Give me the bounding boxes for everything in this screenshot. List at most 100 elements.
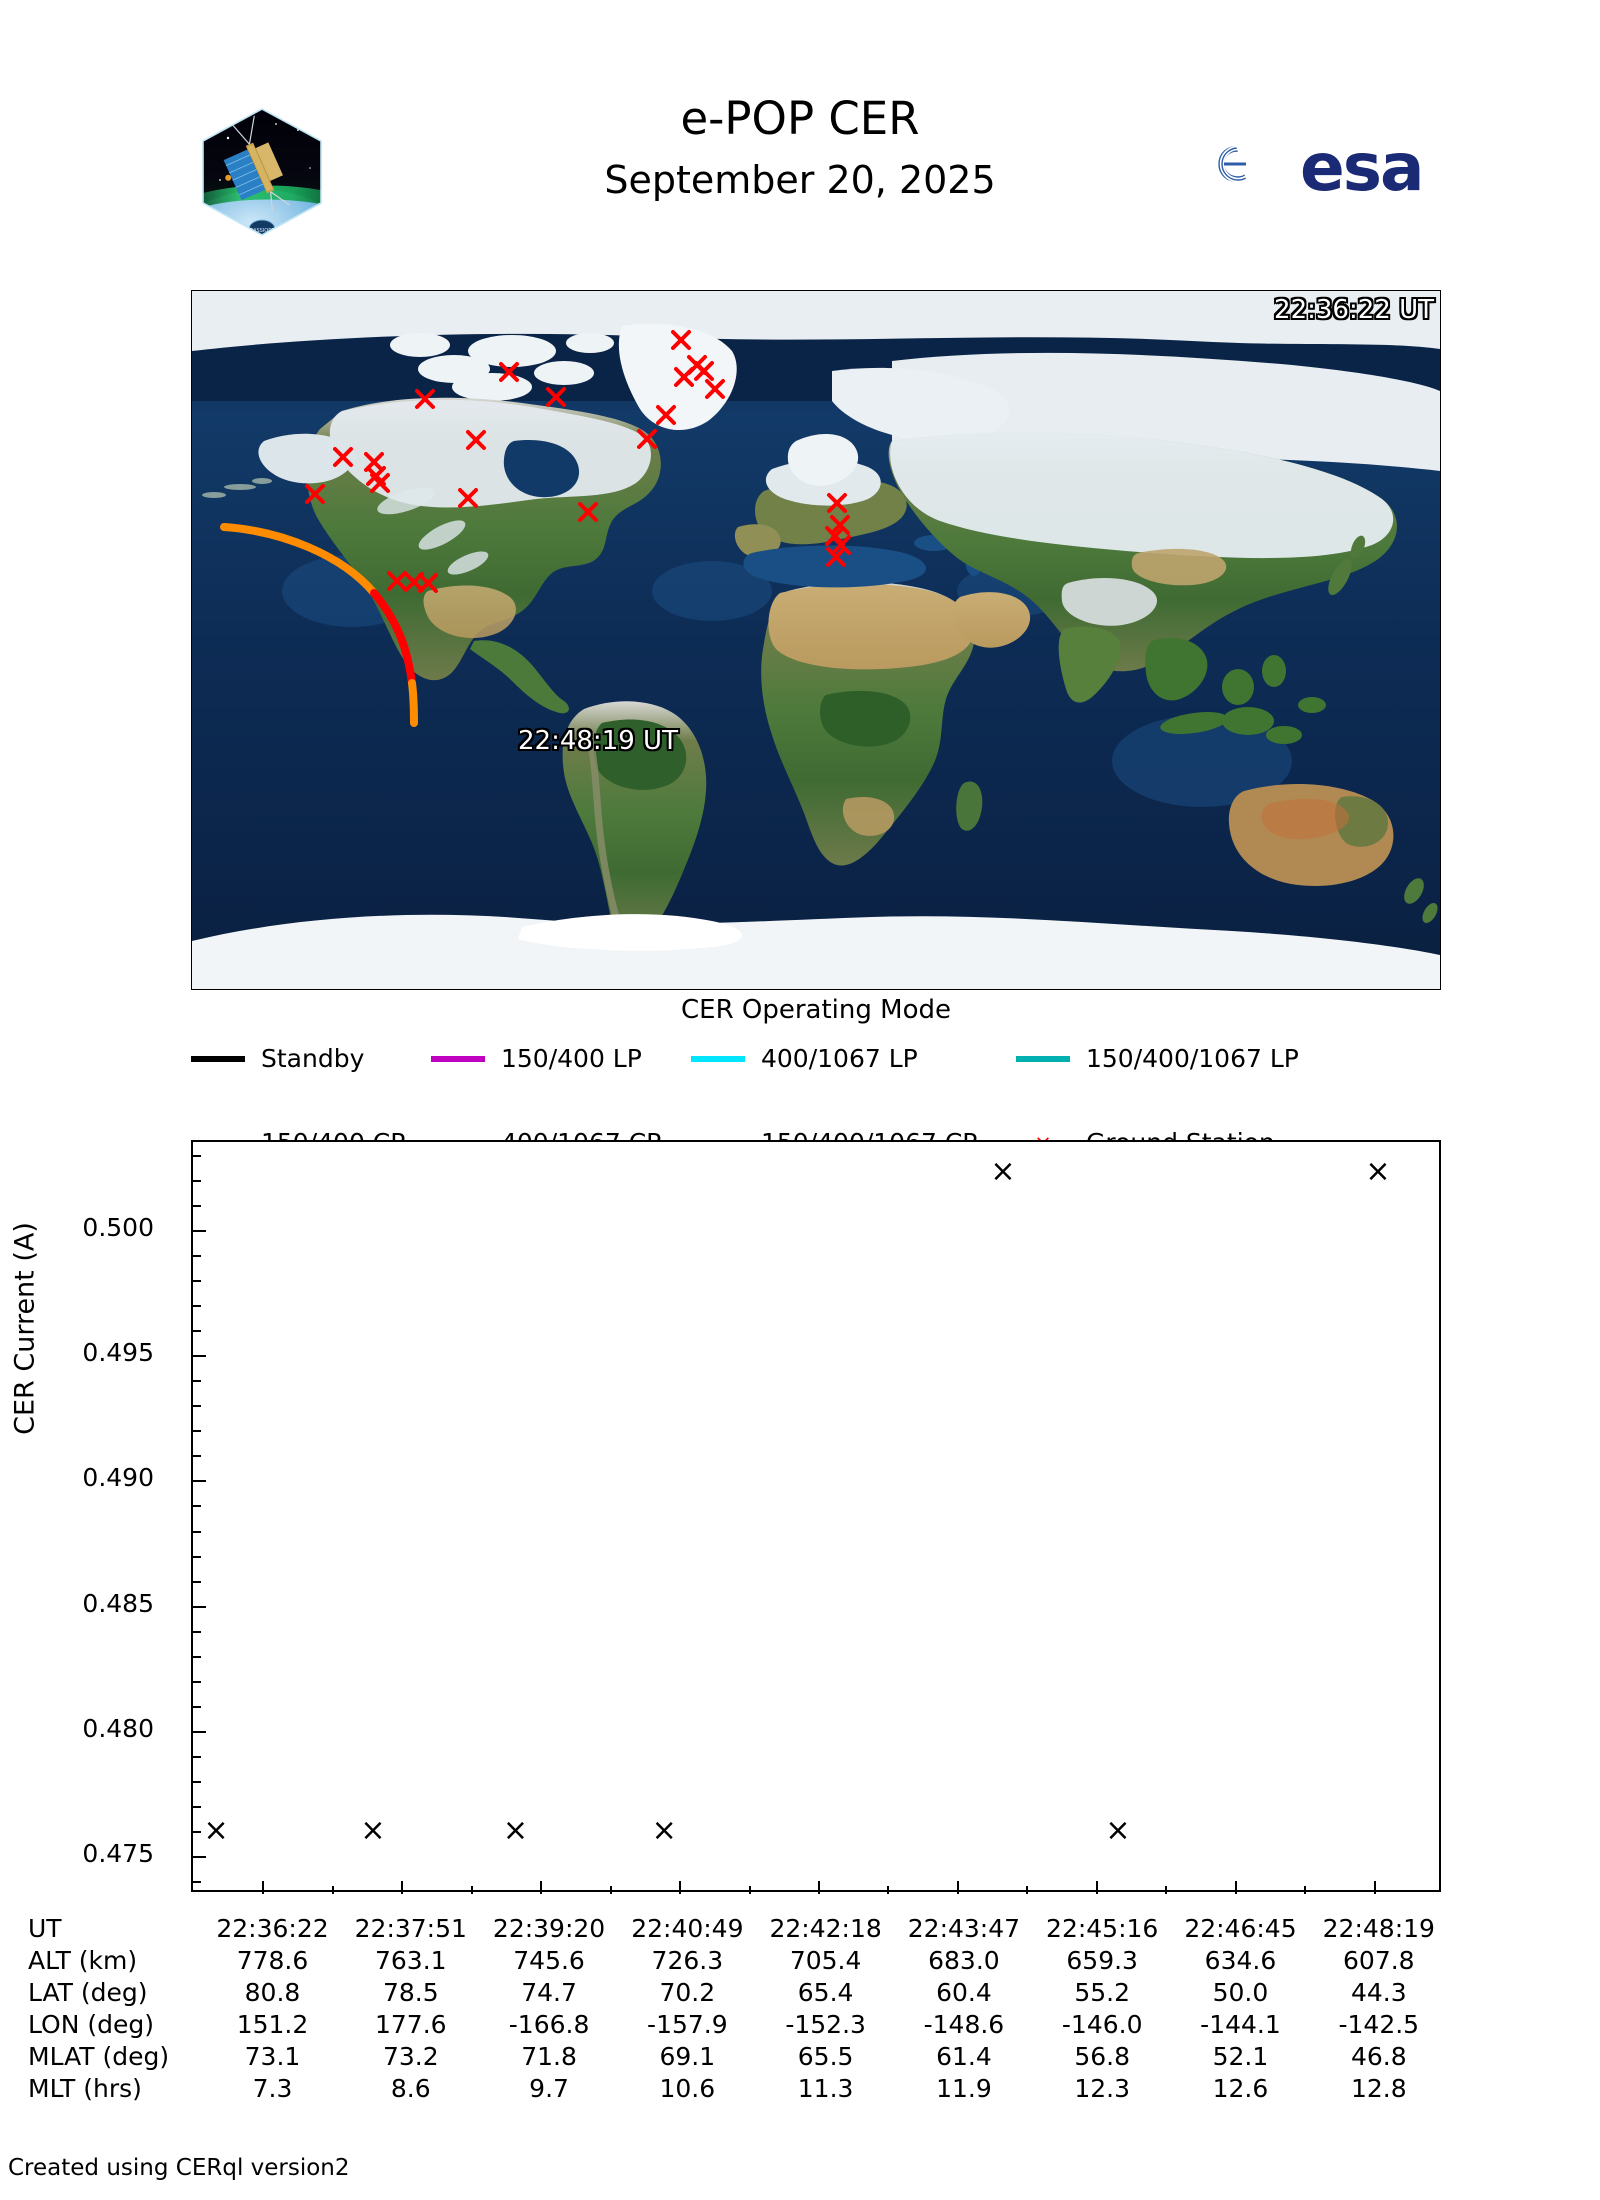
- y-axis-tick: [193, 1355, 206, 1358]
- table-cell: 22:42:18: [769, 1914, 882, 1943]
- y-axis-minor-tick: [193, 1505, 201, 1508]
- table-cell: 8.6: [390, 2074, 431, 2103]
- page-date: September 20, 2025: [604, 158, 996, 202]
- y-axis-tick: [193, 1731, 206, 1734]
- data-point-marker: ×: [1105, 1813, 1131, 1849]
- legend-label: 150/400 LP: [501, 1044, 642, 1073]
- table-cell: 44.3: [1350, 1978, 1407, 2007]
- table-cell: 763.1: [374, 1946, 447, 1975]
- table-row: LON (deg) 151.2 177.6 -166.8 -157.9 -152.3 -14…: [28, 2009, 1448, 2041]
- y-axis-minor-tick: [193, 1455, 201, 1458]
- table-cell: 659.3: [1066, 1946, 1138, 1975]
- table-cell: 71.8: [521, 2042, 577, 2071]
- y-axis-tick-label: 0.485: [82, 1588, 154, 1618]
- table-cell: 70.2: [659, 1978, 716, 2007]
- legend-label: Standby: [261, 1044, 365, 1073]
- esa-logo-graphic: esa: [1196, 126, 1425, 206]
- legend-row: 150/400 CP400/1067 CP150/400/1067 CP×Gro…: [191, 1088, 1441, 1156]
- table-cell: 46.8: [1350, 2042, 1407, 2071]
- table-cell: 65.5: [797, 2042, 854, 2071]
- y-axis-minor-tick: [193, 1580, 201, 1583]
- x-axis-tick: [956, 1881, 959, 1894]
- x-axis-minor-tick: [887, 1886, 890, 1894]
- cassiope-logo: CASSIOPE: [198, 108, 326, 236]
- y-axis-minor-tick: [193, 1630, 201, 1633]
- legend-item-150-400-lp[interactable]: 150/400 LP: [431, 1046, 642, 1072]
- world-map[interactable]: 22:36:22 UT 22:48:19 UT: [191, 290, 1441, 990]
- x-axis-tick: [540, 1881, 543, 1894]
- legend-color-swatch: [431, 1056, 485, 1062]
- legend-label: 150/400/1067 LP: [1086, 1044, 1299, 1073]
- y-axis-minor-tick: [193, 1304, 201, 1307]
- table-cell: -166.8: [508, 2010, 590, 2039]
- x-axis-tick: [818, 1881, 820, 1894]
- table-cell: 22:36:22: [216, 1914, 329, 1943]
- table-cell: 177.6: [374, 2010, 447, 2039]
- x-axis-tick: [401, 1881, 404, 1894]
- table-cell: 22:48:19: [1322, 1914, 1435, 1943]
- table-cell: 22:37:51: [354, 1914, 467, 1943]
- data-point-marker: ×: [651, 1813, 677, 1849]
- table-cell: 52.1: [1212, 2042, 1269, 2071]
- y-axis-tick-label: 0.490: [82, 1463, 154, 1493]
- table-cell: 55.2: [1074, 1978, 1131, 2007]
- y-axis-minor-tick: [193, 1756, 201, 1759]
- ephemeris-table: UT 22:36:22 22:37:51 22:39:20 22:40:49 22:42:…: [28, 1913, 1448, 2105]
- data-point-marker: ×: [1365, 1154, 1391, 1190]
- page-header: CASSIOPE e-POP CER September 20, 2025: [0, 0, 1600, 290]
- x-axis-minor-tick: [748, 1886, 751, 1894]
- table-cell: 73.1: [244, 2042, 301, 2071]
- y-axis-minor-tick: [193, 1330, 201, 1332]
- map-end-time-label: 22:48:19 UT: [518, 726, 678, 756]
- table-cell: 726.3: [651, 1946, 724, 1975]
- table-row: ALT (km) 778.6 763.1 745.6 726.3 705.4 683.0 65…: [28, 1945, 1448, 1977]
- x-axis-tick: [262, 1881, 265, 1894]
- legend-item-standby[interactable]: Standby: [191, 1046, 364, 1072]
- plot-inner: × × × × × × ×: [193, 1142, 1439, 1894]
- x-axis-minor-tick: [609, 1886, 612, 1894]
- table-cell: 65.4: [797, 1978, 854, 2007]
- y-axis-tick-label: 0.500: [82, 1212, 154, 1242]
- table-cell: 22:39:20: [492, 1914, 606, 1943]
- y-axis-minor-tick: [193, 1806, 201, 1809]
- legend-color-swatch: [1016, 1056, 1070, 1062]
- table-cell: 22:46:45: [1184, 1914, 1297, 1943]
- esa-logo: esa: [1172, 120, 1462, 206]
- table-row-label: MLT (hrs): [28, 2074, 142, 2103]
- y-axis-minor-tick: [193, 1405, 201, 1408]
- x-axis-tick: [1095, 1881, 1098, 1894]
- x-axis-tick: [1234, 1881, 1237, 1894]
- y-axis-title: CER Current (A): [9, 1222, 41, 1435]
- table-cell: -142.5: [1338, 2010, 1420, 2039]
- ground-track: [220, 523, 418, 727]
- y-axis-tick-label: 0.495: [82, 1338, 154, 1368]
- table-cell: 745.6: [513, 1946, 585, 1975]
- legend-item-150-400-1067-lp[interactable]: 150/400/1067 LP: [1016, 1046, 1299, 1072]
- credit-line: Created using CERql version2: [8, 2155, 350, 2181]
- x-axis-minor-tick: [1165, 1886, 1168, 1894]
- y-axis-tick-label: 0.480: [82, 1714, 154, 1744]
- table-cell: 12.6: [1212, 2074, 1269, 2103]
- legend-label: 400/1067 LP: [761, 1044, 918, 1073]
- y-axis-tick-label: 0.475: [82, 1839, 154, 1869]
- legend-item-400-1067-lp[interactable]: 400/1067 LP: [691, 1046, 918, 1072]
- y-axis-tick: [193, 1605, 206, 1608]
- y-axis-minor-tick: [193, 1430, 201, 1433]
- table-cell: 778.6: [236, 1946, 309, 1975]
- x-axis-minor-tick: [1304, 1886, 1307, 1894]
- table-cell: -148.6: [923, 2010, 1005, 2039]
- cer-current-plot[interactable]: × × × × × × ×: [191, 1140, 1441, 1894]
- x-axis-minor-tick: [470, 1886, 473, 1894]
- table-cell: 60.4: [936, 1978, 992, 2007]
- y-axis-minor-tick: [193, 1154, 201, 1157]
- table-cell: 69.1: [659, 2042, 716, 2071]
- y-axis-minor-tick: [193, 1279, 201, 1282]
- table-cell: 10.6: [659, 2074, 716, 2103]
- table-cell: 61.4: [936, 2042, 992, 2071]
- data-point-marker: ×: [502, 1813, 529, 1849]
- data-point-marker: ×: [203, 1813, 229, 1849]
- table-cell: 11.9: [936, 2074, 992, 2103]
- cassiope-logo-graphic: CASSIOPE: [202, 108, 322, 236]
- y-axis-minor-tick: [193, 1555, 201, 1558]
- y-axis-minor-tick: [193, 1831, 201, 1834]
